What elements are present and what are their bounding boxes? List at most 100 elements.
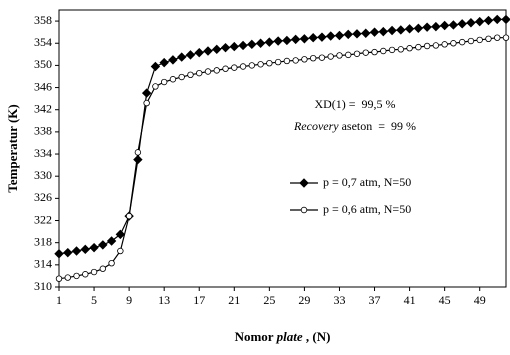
marker xyxy=(501,14,510,25)
marker xyxy=(117,247,124,255)
marker xyxy=(257,61,264,68)
marker xyxy=(64,274,71,281)
marker xyxy=(334,30,345,41)
marker xyxy=(343,29,353,40)
legend-label: p = 0,7 atm, N=50 xyxy=(323,175,411,189)
marker xyxy=(309,54,317,62)
marker xyxy=(336,52,343,59)
y-axis-label: Temperatur (K) xyxy=(5,104,20,192)
marker xyxy=(90,268,98,276)
marker xyxy=(55,275,63,282)
marker xyxy=(196,69,203,77)
marker xyxy=(466,18,476,28)
marker xyxy=(82,271,89,278)
marker xyxy=(327,53,334,60)
marker xyxy=(143,99,150,107)
marker xyxy=(476,36,483,44)
x-axis-label: Nomor plate , (N) xyxy=(235,329,331,344)
plot-frame xyxy=(58,9,507,288)
marker xyxy=(432,42,440,49)
marker xyxy=(150,61,161,72)
marker xyxy=(231,64,238,71)
marker xyxy=(397,46,405,53)
y-tick-label: 358 xyxy=(34,13,52,27)
x-tick-label: 9 xyxy=(126,293,132,307)
x-tick-label: 49 xyxy=(474,293,486,307)
marker xyxy=(361,28,371,38)
x-tick-label: 41 xyxy=(404,293,416,307)
marker xyxy=(352,29,362,39)
x-tick-label: 1 xyxy=(56,293,62,307)
marker xyxy=(212,44,222,55)
marker xyxy=(160,78,168,86)
marker xyxy=(502,34,510,41)
x-tick-label: 25 xyxy=(263,293,275,307)
marker xyxy=(467,37,475,45)
legend-marker xyxy=(299,178,309,188)
marker xyxy=(441,41,448,48)
y-tick-label: 310 xyxy=(34,279,52,293)
marker xyxy=(396,25,406,35)
marker xyxy=(204,68,212,75)
annotation: Recovery aseton = 99 % xyxy=(293,119,416,133)
x-axis-label-part: Nomor xyxy=(235,329,277,344)
marker xyxy=(229,41,240,52)
marker xyxy=(458,38,466,46)
marker xyxy=(239,63,247,70)
marker xyxy=(406,45,413,52)
y-tick-label: 334 xyxy=(34,146,52,160)
x-axis-label-part: , (N) xyxy=(303,329,331,344)
marker xyxy=(125,212,133,220)
marker xyxy=(63,247,73,258)
marker xyxy=(141,88,152,98)
annotation-part: XD(1) = 99,5 % xyxy=(314,97,395,111)
y-tick-label: 318 xyxy=(34,234,52,248)
marker xyxy=(73,272,80,280)
x-tick-label: 5 xyxy=(91,293,97,307)
marker xyxy=(362,49,369,56)
marker xyxy=(492,14,502,25)
marker xyxy=(290,34,301,45)
marker xyxy=(115,229,126,240)
marker xyxy=(448,20,459,30)
x-tick-label: 37 xyxy=(369,293,381,307)
series-line xyxy=(58,18,506,255)
x-tick-label: 45 xyxy=(439,293,451,307)
marker xyxy=(89,242,99,253)
marker xyxy=(404,24,415,34)
marker xyxy=(378,26,389,37)
marker xyxy=(273,36,283,46)
marker xyxy=(415,43,422,51)
marker xyxy=(133,154,143,165)
marker xyxy=(194,47,204,58)
marker xyxy=(457,19,467,29)
marker xyxy=(369,27,380,37)
marker xyxy=(413,23,424,33)
marker xyxy=(318,54,326,61)
marker xyxy=(388,46,396,54)
marker xyxy=(439,20,450,31)
marker xyxy=(176,52,187,62)
y-tick-label: 314 xyxy=(34,257,52,271)
marker xyxy=(387,25,397,36)
marker xyxy=(485,35,492,43)
series-line xyxy=(58,37,506,280)
marker xyxy=(283,57,291,65)
marker xyxy=(222,65,229,72)
annotation-part: Recovery xyxy=(293,119,339,133)
y-tick-label: 322 xyxy=(34,212,52,226)
marker xyxy=(483,15,494,26)
marker xyxy=(422,22,432,32)
legend-label: p = 0,6 atm, N=50 xyxy=(323,202,411,216)
marker xyxy=(178,73,185,81)
y-tick-label: 354 xyxy=(34,35,52,49)
marker xyxy=(274,58,282,66)
marker xyxy=(80,244,91,255)
annotation-part: aseton = 99 % xyxy=(339,119,416,133)
marker xyxy=(282,35,292,46)
marker xyxy=(54,249,64,259)
marker xyxy=(494,34,501,41)
marker xyxy=(345,51,352,59)
marker xyxy=(238,40,248,51)
